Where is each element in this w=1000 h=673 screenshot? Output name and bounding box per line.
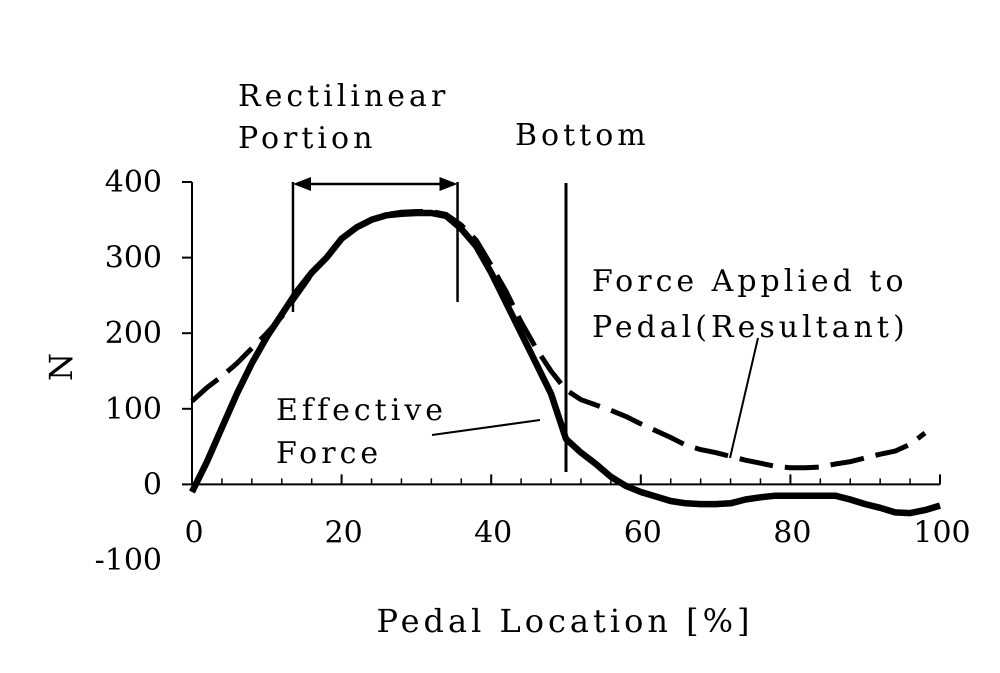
- rectilinear-label-line1: Rectilinear: [238, 79, 449, 114]
- y-tick-label: 0: [143, 467, 162, 502]
- x-tick-label: 100: [913, 515, 970, 550]
- tick-labels: 400 300 200 100 0 -100 0 20 40 60 80 100: [95, 165, 971, 578]
- rectilinear-label-line2: Portion: [238, 121, 376, 156]
- x-tick-label: 0: [184, 515, 203, 550]
- x-tick-label: 40: [474, 515, 512, 550]
- y-tick-label: 400: [105, 165, 162, 200]
- ticks: [182, 181, 941, 486]
- effective-force-label-line2: Force: [276, 436, 382, 471]
- annotations: Rectilinear Portion Bottom Effective For…: [238, 79, 909, 472]
- x-tick-label: 60: [624, 515, 662, 550]
- effective-force-label-line1: Effective: [276, 393, 447, 428]
- x-axis-title: Pedal Location [%]: [376, 602, 753, 640]
- arrowhead-right: [439, 177, 458, 191]
- effective-force-pointer: [431, 419, 541, 436]
- resultant-force-label-line2: Pedal(Resultant): [592, 310, 909, 345]
- arrowhead-left: [292, 177, 311, 191]
- y-tick-label: 100: [105, 392, 162, 427]
- resultant-force-pointer: [729, 337, 759, 459]
- x-tick-label: 80: [773, 515, 811, 550]
- x-tick-label: 20: [325, 515, 363, 550]
- bottom-label: Bottom: [515, 118, 650, 153]
- resultant-force-line: [190, 209, 927, 471]
- y-axis-title: N: [42, 349, 80, 381]
- y-tick-label: 200: [105, 316, 162, 351]
- y-tick-label: -100: [95, 543, 162, 578]
- resultant-force-label-line1: Force Applied to: [592, 264, 908, 299]
- y-tick-label: 300: [105, 241, 162, 276]
